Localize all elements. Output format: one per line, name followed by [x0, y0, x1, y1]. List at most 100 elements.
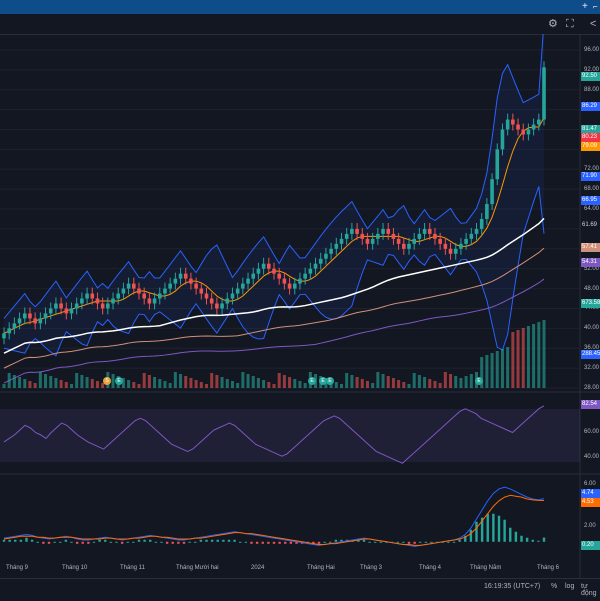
volume-bar [412, 373, 416, 388]
candle-body [334, 243, 339, 249]
macd-histogram-bar [165, 541, 169, 544]
candle-body [402, 243, 406, 249]
candle-body [318, 258, 323, 264]
volume-bar [506, 347, 510, 388]
volume-bar [371, 383, 375, 388]
volume-bar [454, 376, 458, 388]
volume-bar [464, 376, 468, 388]
macd-histogram-bar [464, 535, 467, 542]
event-marker[interactable]: E [308, 377, 316, 385]
volume-bar [49, 376, 53, 388]
settings-icon[interactable]: ⚙ [548, 18, 558, 30]
auto-toggle[interactable]: tự động [581, 583, 597, 597]
macd-histogram-bar [497, 515, 501, 542]
volume-bar [215, 375, 219, 388]
macd-histogram-bar [525, 537, 529, 542]
candle-body [38, 318, 43, 324]
candle-body [542, 67, 546, 120]
volume-bar [298, 381, 302, 388]
candle-body [526, 129, 531, 135]
macd-histogram-bar [59, 541, 62, 543]
candle-body [142, 293, 146, 299]
ma-white-line [3, 217, 545, 354]
volume-bar [147, 375, 151, 388]
candle-body [474, 228, 479, 234]
candle-body [220, 303, 224, 309]
volume-bar [355, 377, 359, 388]
macd-histogram-bar [357, 539, 360, 542]
price-tag: 61.69 [581, 221, 600, 230]
macd-histogram-bar [267, 541, 270, 544]
candle-body [111, 298, 115, 304]
log-toggle[interactable]: log [565, 583, 575, 590]
plus-icon[interactable]: + [582, 1, 588, 12]
volume-bar [153, 377, 157, 388]
macd-histogram-bar [210, 539, 214, 542]
candle-body [95, 298, 100, 304]
candle-body [199, 288, 204, 294]
percent-toggle[interactable]: % [551, 583, 558, 590]
volume-bar [95, 381, 99, 388]
candle-body [48, 308, 53, 314]
price-tick-label: 48.00 [584, 285, 600, 292]
candle-body [370, 238, 375, 244]
candle-body [453, 248, 458, 254]
volume-bar [75, 373, 79, 388]
price-tag: 71.90 [581, 172, 600, 181]
event-marker[interactable]: S [103, 377, 111, 385]
price-tick-label: 68.00 [584, 186, 600, 193]
volume-bar [236, 383, 240, 388]
volume-bar [272, 384, 276, 388]
macd-histogram-bar [419, 541, 422, 543]
macd-histogram-bar [458, 539, 461, 542]
macd-histogram-bar [531, 539, 534, 542]
candle-body [90, 293, 95, 299]
event-marker[interactable]: E [319, 377, 327, 385]
volume-bar [189, 378, 193, 388]
chart-canvas[interactable] [0, 34, 600, 579]
volume-bar [262, 380, 266, 388]
candle-body [54, 303, 58, 309]
volume-bar [277, 373, 281, 388]
volume-bar [127, 380, 131, 388]
corner-icon[interactable]: ⌐ [593, 2, 598, 11]
macd-histogram-bar [503, 519, 506, 542]
candle-body [7, 328, 11, 334]
volume-bar [303, 383, 307, 388]
share-icon[interactable]: < [590, 18, 597, 30]
event-marker[interactable]: E [326, 377, 334, 385]
candle-body [521, 129, 526, 135]
candle-body [132, 283, 136, 289]
candle-body [537, 119, 541, 125]
candle-body [422, 228, 427, 234]
macd-histogram-bar [250, 541, 253, 544]
macd-histogram-bar [492, 513, 495, 542]
candle-body [407, 243, 411, 249]
volume-bar [59, 380, 63, 388]
event-marker[interactable]: E [475, 377, 483, 385]
candle-body [355, 228, 359, 234]
candle-body [282, 278, 287, 284]
price-tick-label: 88.00 [584, 86, 600, 93]
volume-bar [282, 375, 286, 388]
volume-bar [80, 375, 84, 388]
volume-bar [85, 377, 89, 388]
macd-histogram-bar [149, 539, 152, 542]
volume-bar [293, 379, 297, 388]
macd-histogram-bar [188, 541, 191, 543]
macd-value-tag: 4.74 [581, 489, 600, 498]
volume-bar [33, 383, 37, 388]
macd-histogram-bar [109, 541, 113, 543]
event-marker[interactable]: E [115, 377, 123, 385]
macd-histogram-bar [362, 539, 366, 542]
candle-body [277, 273, 281, 279]
ma-salmon-line [3, 247, 545, 369]
volume-bar [459, 378, 463, 388]
macd-histogram-bar [329, 541, 332, 543]
rsi-tick-label: 60.00 [584, 429, 600, 435]
volume-bar [173, 372, 177, 388]
candle-body [33, 318, 37, 324]
volume-bar [199, 382, 203, 388]
fullscreen-icon[interactable]: ⛶ [566, 18, 574, 30]
volume-bar [7, 373, 11, 388]
